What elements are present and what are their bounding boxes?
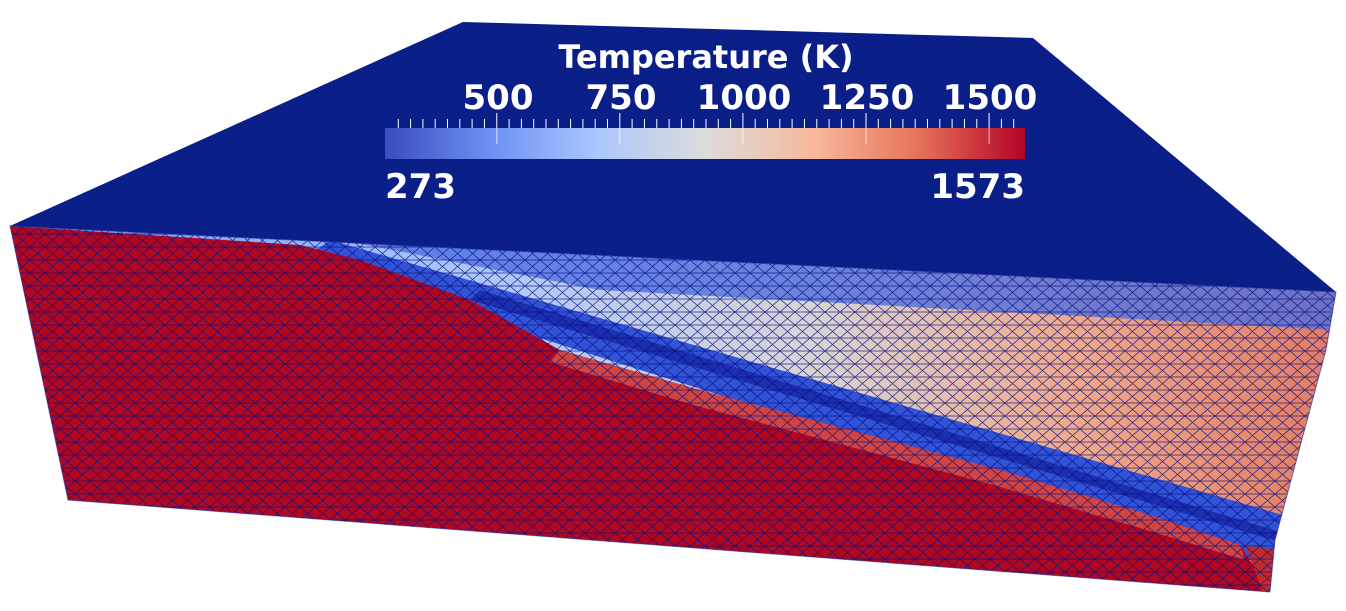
- colorbar-ticks: [397, 113, 1015, 144]
- colorbar-min-label: 273: [385, 167, 456, 207]
- colorbar-max-label: 1573: [930, 167, 1025, 207]
- colorbar: [385, 113, 1025, 159]
- colorbar-title: Temperature (K): [558, 38, 854, 76]
- colorbar-tick-label: 750: [585, 78, 657, 118]
- colorbar-tick-label: 1000: [696, 78, 792, 118]
- colorbar-gradient: [385, 128, 1025, 159]
- colorbar-tick-label: 1500: [942, 78, 1038, 118]
- colorbar-tick-label: 500: [462, 78, 534, 118]
- colorbar-tick-label: 1250: [819, 78, 915, 118]
